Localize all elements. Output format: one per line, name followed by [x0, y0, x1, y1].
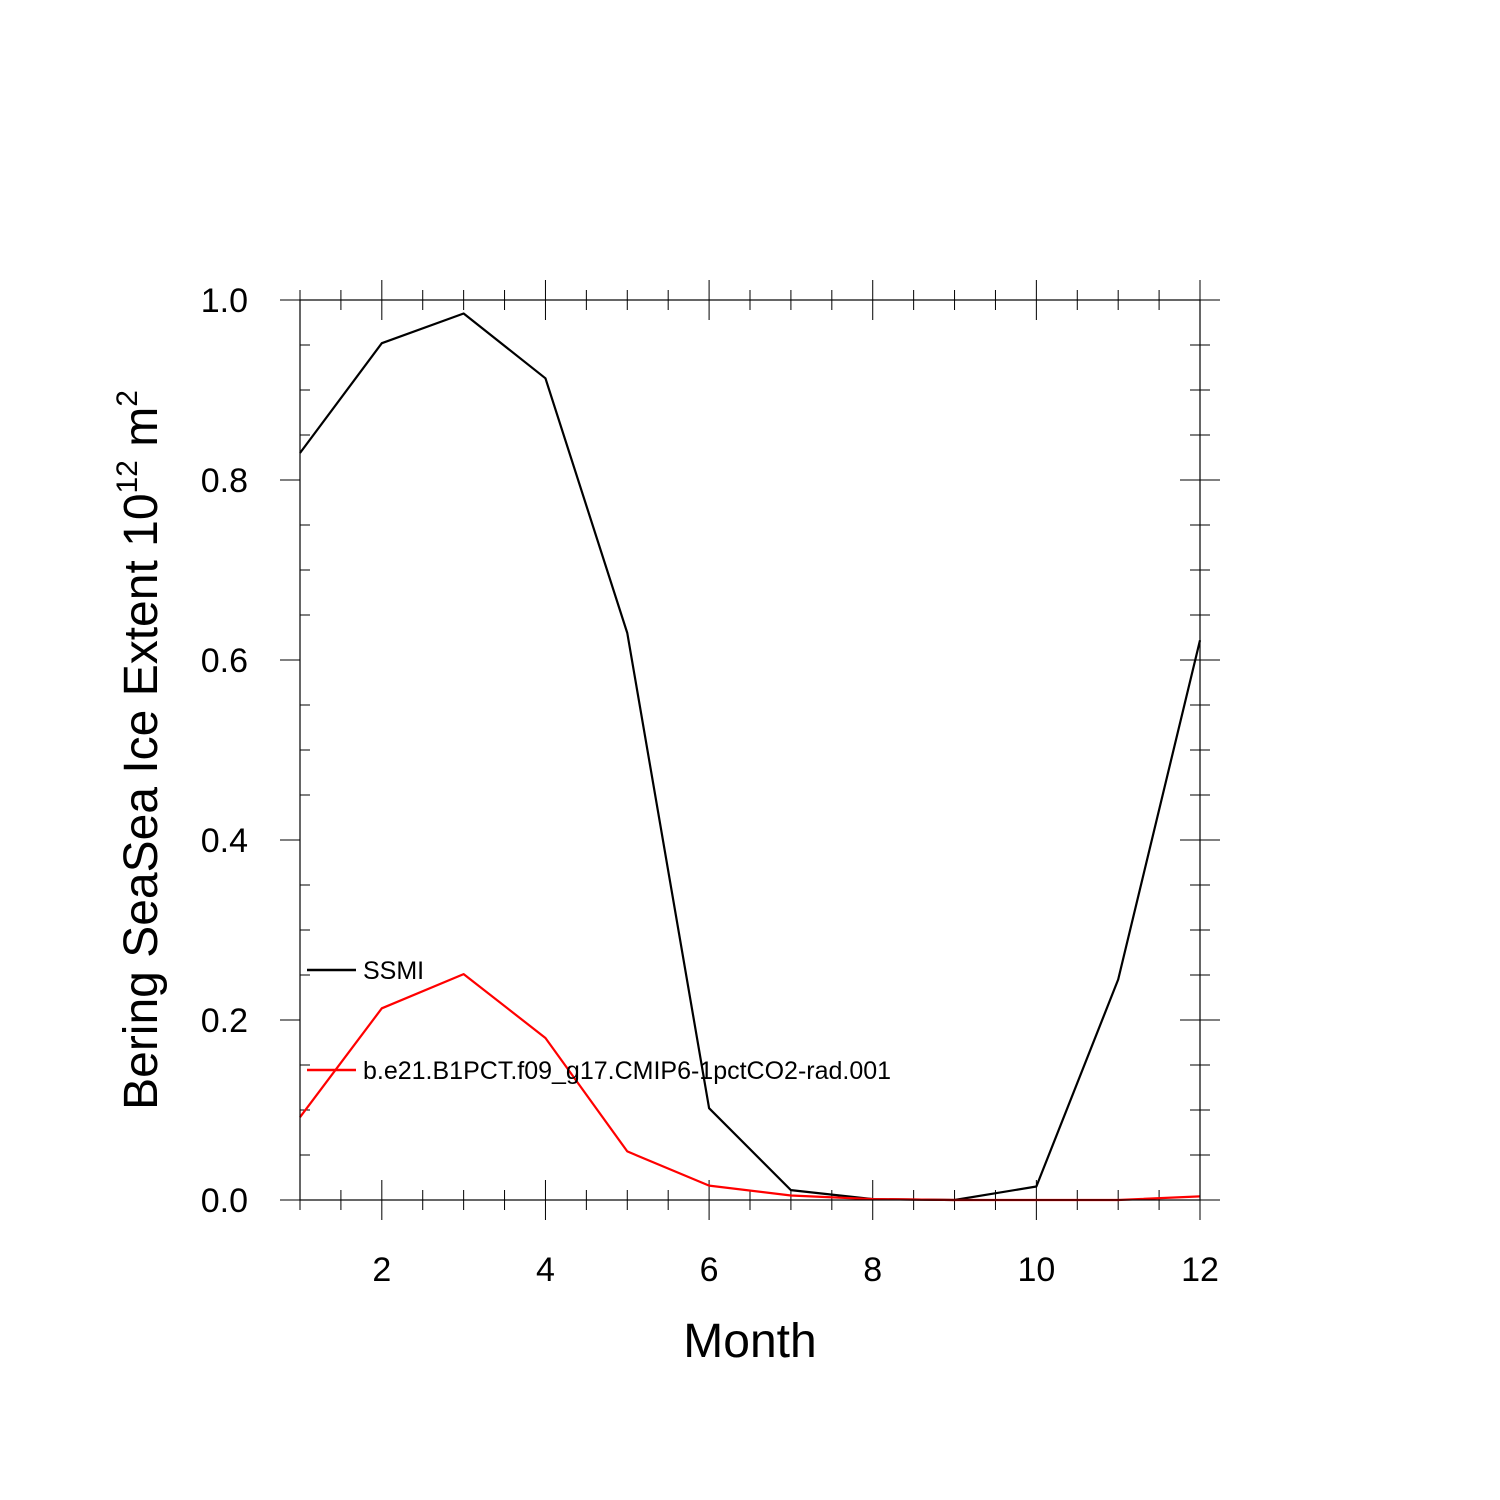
- y-axis-title-main: Bering SeaSea Ice Extent 10: [115, 493, 168, 1109]
- legend-label-model: b.e21.B1PCT.f09_g17.CMIP6-1pctCO2-rad.00…: [363, 1057, 891, 1085]
- y-tick-label: 0.8: [201, 462, 248, 500]
- x-tick-label: 12: [1181, 1251, 1219, 1289]
- x-axis-title: Month: [683, 1315, 816, 1368]
- x-tick-label: 4: [536, 1251, 555, 1289]
- y-tick-label: 0.6: [201, 642, 248, 680]
- series-line-ssmi: [299, 312, 1202, 1202]
- y-axis-title-exponent: 12: [111, 460, 144, 493]
- y-tick-label: 0.4: [201, 822, 248, 860]
- x-tick-label: 10: [1017, 1251, 1055, 1289]
- x-tick-labels: 2 4 6 8 10 12: [372, 1251, 1219, 1289]
- y-tick-label: 0.2: [201, 1002, 248, 1040]
- y-tick-label: 1.0: [201, 282, 248, 320]
- x-tick-label: 8: [863, 1251, 882, 1289]
- y-tick-label: 0.0: [201, 1182, 248, 1220]
- x-tick-label: 2: [372, 1251, 391, 1289]
- legend: SSMI b.e21.B1PCT.f09_g17.CMIP6-1pctCO2-r…: [307, 957, 891, 1085]
- y-axis-title: Bering SeaSea Ice Extent 1012 m2: [111, 390, 168, 1110]
- legend-label-ssmi: SSMI: [363, 957, 424, 985]
- y-axis-title-unit: m: [115, 407, 168, 460]
- y-axis-title-unit-exponent: 2: [111, 390, 144, 407]
- y-tick-labels: 0.0 0.2 0.4 0.6 0.8 1.0: [201, 282, 248, 1220]
- x-tick-label: 6: [700, 1251, 719, 1289]
- plot-frame: [299, 299, 1201, 1201]
- series-line-model: [299, 972, 1201, 1202]
